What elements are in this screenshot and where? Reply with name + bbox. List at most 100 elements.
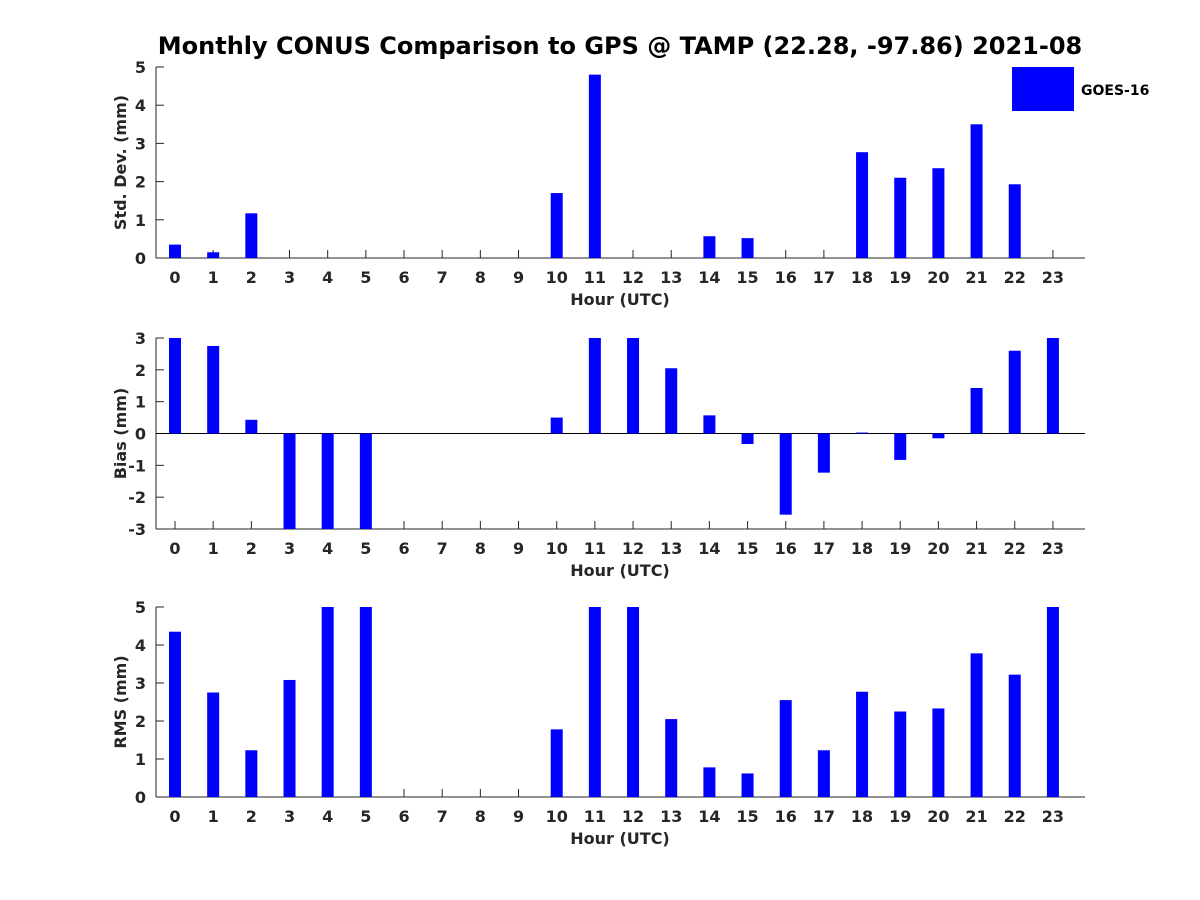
rms-x-tick-label: 1	[208, 807, 219, 826]
bias-y-tick-label: 0	[135, 425, 146, 444]
bias-bar-hour-17	[817, 433, 830, 473]
figure-title: Monthly CONUS Comparison to GPS @ TAMP (…	[158, 32, 1082, 60]
bias-bar-hour-22	[1008, 350, 1021, 434]
bias-bar-hour-11	[588, 338, 601, 434]
rms-y-tick-label: 5	[135, 598, 146, 617]
bias-x-tick-label: 12	[622, 539, 644, 558]
bias-x-tick-label: 9	[513, 539, 524, 558]
rms-x-tick-label: 19	[889, 807, 911, 826]
std-dev-bar-hour-18	[856, 152, 869, 258]
std-dev-x-tick-label: 23	[1042, 268, 1064, 287]
std-dev-bar-hour-22	[1008, 184, 1021, 258]
rms-y-axis-label: RMS (mm)	[111, 655, 130, 748]
rms-x-tick-label: 22	[1004, 807, 1026, 826]
rms-x-tick-label: 13	[660, 807, 682, 826]
rms-bar-hour-22	[1008, 674, 1021, 797]
std-dev-bar-hour-10	[550, 193, 563, 258]
bias-x-tick-label: 4	[322, 539, 333, 558]
rms-y-tick-label: 0	[135, 788, 146, 807]
std-dev-x-tick-label: 17	[813, 268, 835, 287]
bias-x-tick-label: 13	[660, 539, 682, 558]
bias-x-tick-label: 16	[775, 539, 797, 558]
rms-x-tick-label: 21	[965, 807, 987, 826]
bias-y-tick-label: -3	[128, 520, 146, 539]
rms-x-tick-label: 20	[927, 807, 949, 826]
bias-bar-hour-13	[665, 368, 678, 434]
rms-x-tick-label: 7	[437, 807, 448, 826]
bias-y-tick-label: -1	[128, 456, 146, 475]
bias-x-tick-label: 17	[813, 539, 835, 558]
bias-x-tick-label: 1	[208, 539, 219, 558]
legend-swatch-goes-16	[1012, 67, 1074, 111]
std-dev-bar-hour-15	[741, 238, 754, 258]
std-dev-x-axis-label: Hour (UTC)	[570, 290, 670, 309]
std-dev-y-tick-label: 3	[135, 134, 146, 153]
std-dev-x-tick-label: 9	[513, 268, 524, 287]
rms-y-tick-label: 2	[135, 712, 146, 731]
bias-x-tick-label: 18	[851, 539, 873, 558]
rms-bar-hour-13	[665, 719, 678, 797]
rms-bar-hour-3	[283, 679, 296, 797]
rms-x-tick-label: 8	[475, 807, 486, 826]
rms-x-tick-label: 14	[698, 807, 720, 826]
bias-x-tick-label: 11	[584, 539, 606, 558]
rms-x-tick-label: 10	[546, 807, 568, 826]
bias-bar-hour-1	[207, 345, 220, 434]
rms-x-tick-label: 16	[775, 807, 797, 826]
rms-x-tick-label: 12	[622, 807, 644, 826]
bias-x-tick-label: 22	[1004, 539, 1026, 558]
rms-x-tick-label: 0	[169, 807, 180, 826]
rms-y-tick-label: 1	[135, 750, 146, 769]
bias-bar-hour-16	[779, 433, 792, 515]
std-dev-y-tick-label: 2	[135, 173, 146, 192]
bias-bar-hour-4	[321, 433, 334, 529]
rms-bar-hour-1	[207, 692, 220, 797]
bias-x-tick-label: 20	[927, 539, 949, 558]
std-dev-x-tick-label: 16	[775, 268, 797, 287]
rms-x-tick-label: 18	[851, 807, 873, 826]
bias-y-tick-label: 2	[135, 361, 146, 380]
rms-bar-hour-17	[817, 750, 830, 797]
std-dev-x-tick-label: 21	[965, 268, 987, 287]
bias-bar-hour-10	[550, 417, 563, 434]
rms-bar-hour-0	[169, 631, 181, 797]
bias-x-tick-label: 10	[546, 539, 568, 558]
std-dev-x-tick-label: 22	[1004, 268, 1026, 287]
rms-x-tick-label: 3	[284, 807, 295, 826]
rms-x-tick-label: 11	[584, 807, 606, 826]
std-dev-x-tick-label: 2	[246, 268, 257, 287]
rms-y-tick-label: 3	[135, 674, 146, 693]
std-dev-x-tick-label: 5	[360, 268, 371, 287]
rms-x-tick-label: 6	[398, 807, 409, 826]
bias-y-axis-label: Bias (mm)	[111, 388, 130, 480]
rms-bar-hour-23	[1046, 607, 1059, 797]
bias-bar-hour-3	[283, 433, 296, 529]
std-dev-bar-hour-2	[245, 213, 258, 258]
std-dev-y-tick-label: 5	[135, 58, 146, 77]
rms-bar-hour-16	[779, 700, 792, 797]
bias-bar-hour-19	[894, 433, 907, 460]
bias-x-tick-label: 6	[398, 539, 409, 558]
std-dev-y-axis-label: Std. Dev. (mm)	[111, 95, 130, 230]
bias-bar-hour-12	[627, 338, 640, 434]
rms-bar-hour-15	[741, 773, 754, 797]
std-dev-x-tick-label: 11	[584, 268, 606, 287]
bias-bar-hour-15	[741, 433, 754, 445]
bias-x-tick-label: 8	[475, 539, 486, 558]
std-dev-x-tick-label: 1	[208, 268, 219, 287]
std-dev-x-tick-label: 19	[889, 268, 911, 287]
std-dev-bar-hour-19	[894, 177, 907, 258]
rms-x-tick-label: 9	[513, 807, 524, 826]
std-dev-y-tick-label: 4	[135, 96, 146, 115]
bias-bar-hour-2	[245, 419, 258, 434]
bias-bar-hour-21	[970, 387, 983, 434]
std-dev-x-tick-label: 20	[927, 268, 949, 287]
std-dev-bar-hour-11	[588, 74, 601, 258]
std-dev-y-tick-label: 0	[135, 249, 146, 268]
std-dev-bar-hour-0	[169, 244, 181, 258]
rms-y-tick-label: 4	[135, 636, 146, 655]
